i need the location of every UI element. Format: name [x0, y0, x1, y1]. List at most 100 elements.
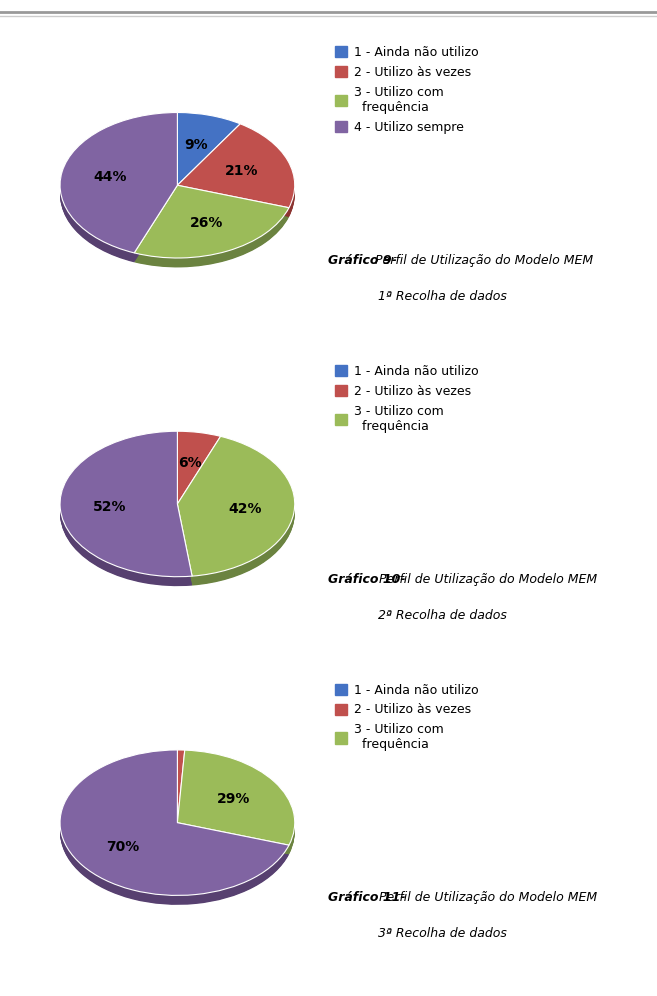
Legend: 1 - Ainda não utilizo, 2 - Utilizo às vezes, 3 - Utilizo com
  frequência: 1 - Ainda não utilizo, 2 - Utilizo às ve…	[335, 683, 478, 751]
Text: 1ª Recolha de dados: 1ª Recolha de dados	[378, 290, 507, 303]
Wedge shape	[177, 756, 185, 829]
Wedge shape	[177, 445, 295, 585]
Wedge shape	[177, 440, 295, 580]
Wedge shape	[177, 437, 295, 577]
Wedge shape	[177, 758, 185, 831]
Wedge shape	[177, 756, 295, 852]
Wedge shape	[177, 439, 295, 579]
Wedge shape	[60, 440, 192, 587]
Text: 6%: 6%	[178, 455, 202, 469]
Wedge shape	[134, 188, 289, 261]
Wedge shape	[177, 442, 295, 582]
Wedge shape	[177, 129, 295, 213]
Wedge shape	[60, 439, 192, 585]
Wedge shape	[177, 750, 185, 823]
Text: 44%: 44%	[94, 170, 127, 184]
Text: Perfil de Utilização do Modelo MEM: Perfil de Utilização do Modelo MEM	[376, 573, 598, 586]
Wedge shape	[60, 117, 177, 257]
Wedge shape	[177, 431, 221, 504]
Wedge shape	[177, 757, 185, 830]
Wedge shape	[134, 193, 289, 266]
Wedge shape	[177, 128, 295, 212]
Wedge shape	[60, 437, 192, 583]
Text: 9%: 9%	[185, 137, 208, 151]
Wedge shape	[60, 435, 192, 581]
Wedge shape	[60, 753, 289, 898]
Wedge shape	[177, 755, 295, 850]
Wedge shape	[177, 752, 295, 847]
Wedge shape	[177, 758, 295, 853]
Wedge shape	[177, 752, 185, 826]
Wedge shape	[60, 756, 289, 901]
Text: 26%: 26%	[190, 216, 223, 230]
Wedge shape	[60, 116, 177, 256]
Wedge shape	[60, 436, 192, 582]
Wedge shape	[177, 119, 240, 191]
Wedge shape	[134, 185, 289, 258]
Wedge shape	[60, 752, 289, 898]
Wedge shape	[177, 436, 295, 576]
Wedge shape	[177, 115, 240, 187]
Wedge shape	[177, 444, 295, 584]
Wedge shape	[60, 758, 289, 903]
Wedge shape	[177, 114, 240, 186]
Wedge shape	[134, 194, 289, 267]
Wedge shape	[177, 754, 185, 827]
Wedge shape	[177, 432, 221, 505]
Text: 42%: 42%	[228, 502, 261, 516]
Wedge shape	[134, 191, 289, 264]
Wedge shape	[134, 190, 289, 263]
Wedge shape	[60, 438, 192, 584]
Wedge shape	[177, 130, 295, 214]
Wedge shape	[134, 189, 289, 262]
Wedge shape	[177, 751, 295, 846]
Wedge shape	[177, 753, 185, 826]
Wedge shape	[134, 188, 289, 261]
Wedge shape	[177, 437, 295, 578]
Wedge shape	[60, 751, 289, 896]
Wedge shape	[60, 121, 177, 260]
Wedge shape	[177, 435, 221, 508]
Wedge shape	[60, 751, 289, 896]
Wedge shape	[60, 122, 177, 262]
Wedge shape	[134, 191, 289, 264]
Wedge shape	[177, 750, 295, 846]
Wedge shape	[177, 124, 295, 208]
Wedge shape	[177, 752, 185, 825]
Wedge shape	[60, 115, 177, 255]
Text: Perfil de Utilização do Modelo MEM: Perfil de Utilização do Modelo MEM	[371, 254, 593, 267]
Wedge shape	[177, 755, 185, 828]
Wedge shape	[60, 435, 192, 581]
Wedge shape	[177, 440, 221, 513]
Text: Perfil de Utilização do Modelo MEM: Perfil de Utilização do Modelo MEM	[376, 891, 598, 904]
Wedge shape	[177, 753, 295, 848]
Wedge shape	[134, 193, 289, 266]
Legend: 1 - Ainda não utilizo, 2 - Utilizo às vezes, 3 - Utilizo com
  frequência, 4 - U: 1 - Ainda não utilizo, 2 - Utilizo às ve…	[335, 46, 478, 133]
Wedge shape	[177, 442, 295, 583]
Wedge shape	[60, 752, 289, 897]
Wedge shape	[177, 124, 295, 208]
Wedge shape	[177, 127, 295, 211]
Wedge shape	[60, 114, 177, 254]
Wedge shape	[177, 754, 295, 849]
Wedge shape	[60, 114, 177, 254]
Wedge shape	[177, 438, 295, 578]
Wedge shape	[177, 122, 240, 194]
Wedge shape	[60, 439, 192, 585]
Wedge shape	[177, 751, 185, 824]
Wedge shape	[177, 131, 295, 215]
Wedge shape	[60, 113, 177, 253]
Wedge shape	[60, 750, 289, 895]
Wedge shape	[177, 756, 185, 829]
Wedge shape	[177, 758, 185, 831]
Wedge shape	[177, 441, 295, 581]
Wedge shape	[177, 115, 240, 188]
Text: Gráfico 11-: Gráfico 11-	[328, 891, 406, 904]
Wedge shape	[134, 194, 289, 268]
Wedge shape	[60, 759, 289, 904]
Wedge shape	[177, 757, 295, 853]
Wedge shape	[177, 116, 240, 188]
Wedge shape	[177, 436, 221, 509]
Wedge shape	[177, 759, 185, 832]
Wedge shape	[177, 438, 221, 511]
